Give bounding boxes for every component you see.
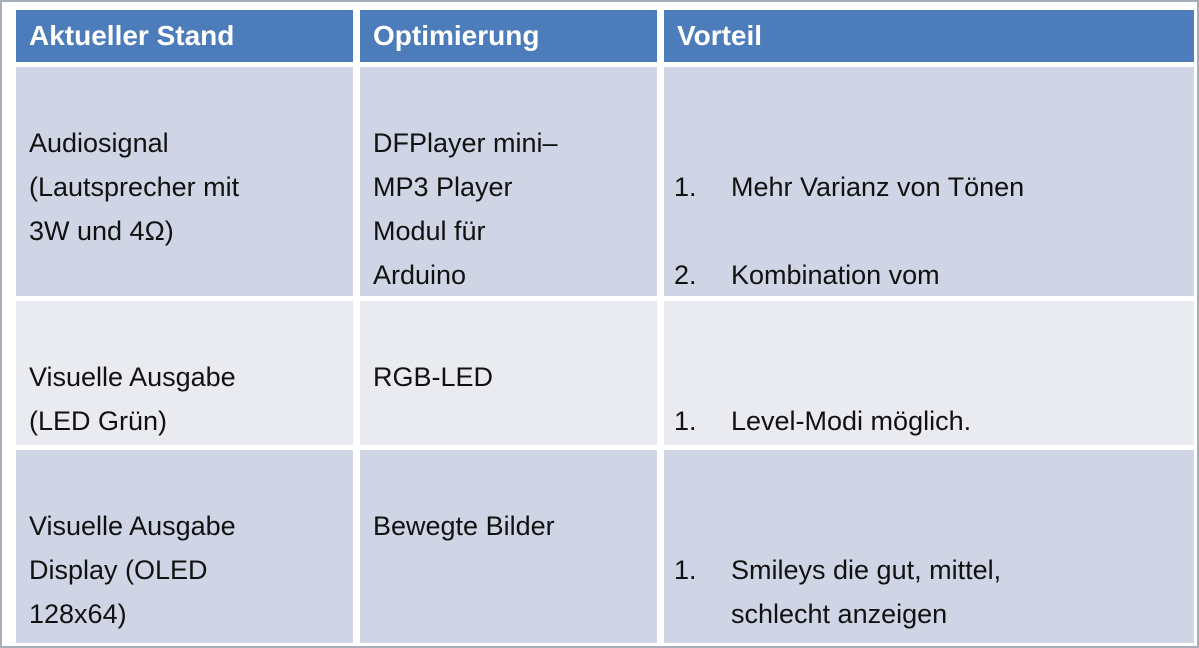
cell-text: Visuelle Ausgabe (LED Grün) <box>29 362 236 436</box>
list-item-text: Kombination vom Schusssound bis hin zur … <box>731 260 940 290</box>
table-cell-row2-vorteil: 1. Level-Modi möglich. <box>664 301 1194 445</box>
list-item-number: 1. <box>674 406 697 436</box>
cell-text: DFPlayer mini– MP3 Player Modul für Ardu… <box>373 128 558 290</box>
table-cell-row3-vorteil: 1. Smileys die gut, mittel, schlecht anz… <box>664 450 1194 643</box>
vorteil-list: 1. Smileys die gut, mittel, schlecht anz… <box>674 504 1184 643</box>
table-cell-row2-aktueller-stand: Visuelle Ausgabe (LED Grün) <box>16 301 353 445</box>
list-item-number: 1. <box>674 555 697 585</box>
table-cell-row3-optimierung: Bewegte Bilder <box>360 450 657 643</box>
list-item-text: Mehr Varianz von Tönen <box>731 172 1025 202</box>
cell-text: Bewegte Bilder <box>373 511 555 541</box>
column-header-optimierung: Optimierung <box>360 10 657 62</box>
vorteil-list: 1. Mehr Varianz von Tönen 2. Kombination… <box>674 121 1184 296</box>
table-cell-row1-vorteil: 1. Mehr Varianz von Tönen 2. Kombination… <box>664 67 1194 296</box>
cell-text: RGB-LED <box>373 362 494 392</box>
list-item: 1. Smileys die gut, mittel, schlecht anz… <box>674 548 1184 636</box>
list-item-text: Level-Modi möglich. <box>731 406 972 436</box>
column-header-label: Vorteil <box>677 20 763 51</box>
column-header-label: Aktueller Stand <box>29 20 235 51</box>
list-item-text: Smileys die gut, mittel, schlecht anzeig… <box>731 555 1002 629</box>
comparison-table: Aktueller Stand Optimierung Vorteil Audi… <box>16 10 1194 643</box>
cell-text: Visuelle Ausgabe Display (OLED 128x64) <box>29 511 236 629</box>
column-header-label: Optimierung <box>373 20 540 51</box>
list-item-number: 2. <box>674 260 697 290</box>
list-item: 1. Level-Modi möglich. <box>674 399 1184 443</box>
list-item: 2. Kombination vom Schusssound bis hin z… <box>674 253 1184 296</box>
column-header-aktueller-stand: Aktueller Stand <box>16 10 353 62</box>
list-item-number: 1. <box>674 172 697 202</box>
vorteil-list: 1. Level-Modi möglich. <box>674 355 1184 445</box>
table-cell-row1-aktueller-stand: Audiosignal (Lautsprecher mit 3W und 4Ω) <box>16 67 353 296</box>
table-cell-row1-optimierung: DFPlayer mini– MP3 Player Modul für Ardu… <box>360 67 657 296</box>
table-cell-row2-optimierung: RGB-LED <box>360 301 657 445</box>
column-header-vorteil: Vorteil <box>664 10 1194 62</box>
table-cell-row3-aktueller-stand: Visuelle Ausgabe Display (OLED 128x64) <box>16 450 353 643</box>
cell-text: Audiosignal (Lautsprecher mit 3W und 4Ω) <box>29 128 240 246</box>
list-item: 1. Mehr Varianz von Tönen <box>674 165 1184 209</box>
